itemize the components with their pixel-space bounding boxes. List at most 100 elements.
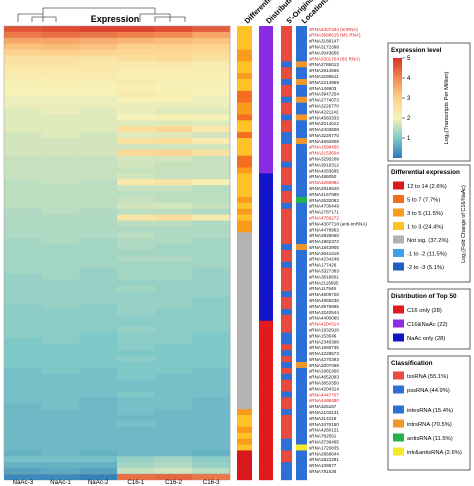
heatmap-cell	[154, 96, 193, 103]
differential-cell	[237, 37, 252, 44]
legend-label: pssRNA (44.9%)	[407, 388, 450, 394]
heatmap-cell	[41, 385, 80, 392]
heatmap-cell	[192, 120, 231, 127]
heatmap-cell	[4, 314, 42, 322]
heatmap-cell	[41, 403, 80, 410]
heatmap-cell	[154, 55, 193, 62]
heatmap-cell	[4, 37, 42, 44]
row-label: sRNA4283695	[309, 168, 339, 173]
origins-cell	[281, 385, 292, 392]
heatmap-cell	[4, 120, 42, 127]
differential-cell	[237, 397, 252, 404]
locations-cell	[296, 415, 307, 422]
heatmap-cell	[154, 149, 193, 156]
heatmap-cell	[117, 220, 155, 227]
row-label: sRNA782561	[309, 434, 337, 439]
differential-cell	[237, 456, 252, 463]
legend-label: 3 to 5 (11.5%)	[407, 211, 443, 217]
heatmap-cell	[4, 403, 42, 410]
heatmap-cell	[117, 49, 155, 56]
heatmap-cell	[41, 55, 80, 62]
heatmap-cell	[117, 31, 155, 39]
heatmap-cell	[154, 409, 193, 416]
heatmap-cell	[79, 90, 118, 98]
heatmap-cell	[117, 196, 155, 204]
heatmap-cell	[41, 367, 80, 375]
heatmap-cell	[117, 326, 155, 333]
heatmap-cell	[79, 444, 118, 451]
heatmap-cell	[41, 356, 80, 363]
row-label: sRNA3188147	[309, 39, 339, 44]
row-label: sRNA2632062	[309, 198, 339, 203]
distribution-cell	[259, 255, 273, 263]
heatmap-cell	[154, 238, 193, 245]
distribution-cell	[259, 37, 273, 44]
differential-cell	[237, 409, 252, 416]
heatmap-cell	[192, 432, 231, 439]
heatmap-cell	[154, 61, 193, 68]
row-label: sRNA2346398	[309, 339, 339, 344]
origins-cell	[281, 214, 292, 221]
heatmap-cell	[192, 291, 231, 298]
legend-label: -2 to -3 (5.1%)	[407, 265, 444, 271]
heatmap-cell	[154, 297, 193, 304]
heatmap-cell	[192, 114, 231, 121]
differential-cell	[237, 367, 252, 375]
heatmap-cell	[41, 196, 80, 204]
distribution-cell	[259, 314, 273, 322]
distribution-cell	[259, 96, 273, 103]
distribution-cell	[259, 432, 273, 439]
distribution-cell	[259, 450, 273, 457]
heatmap-cell	[154, 344, 193, 351]
distribution-cell	[259, 297, 273, 304]
origins-cell	[281, 415, 292, 422]
heatmap-cell	[154, 114, 193, 121]
heatmap-cell	[154, 332, 193, 339]
row-label: sRNA3226770	[309, 103, 339, 108]
differential-cell	[237, 90, 252, 98]
heatmap-cell	[41, 238, 80, 245]
row-label: sRNA2868644	[309, 451, 339, 456]
differential-cell	[237, 468, 252, 475]
differential-cell	[237, 362, 252, 369]
heatmap-cell	[41, 391, 80, 398]
distribution-cell	[259, 250, 273, 257]
heatmap-cell	[41, 285, 80, 292]
heatmap-cell	[192, 173, 231, 180]
origins-cell	[281, 474, 292, 481]
column-label: C16-1	[127, 479, 144, 486]
heatmap-cell	[154, 191, 193, 198]
expression-scale-label: Log₂(Transcripts Per Million)	[444, 71, 450, 144]
heatmap-cell	[41, 314, 80, 322]
origins-cell	[281, 462, 292, 469]
heatmap-cell	[41, 432, 80, 439]
heatmap-cell	[41, 220, 80, 227]
heatmap-cell	[117, 102, 155, 109]
row-label: sRNA4400060	[309, 316, 339, 321]
heatmap-cell	[41, 332, 80, 339]
heatmap-cell	[79, 456, 118, 463]
legend-swatch	[393, 333, 404, 342]
differential-cell	[237, 202, 252, 210]
legend-label: -1 to -2 (11.5%)	[407, 252, 447, 258]
heatmap-cell	[117, 26, 155, 33]
origins-cell	[281, 350, 292, 357]
origins-cell	[281, 232, 292, 239]
heatmap-cell	[192, 468, 231, 475]
locations-cell	[296, 450, 307, 457]
origins-cell	[281, 344, 292, 351]
heatmap-cell	[79, 244, 118, 251]
heatmap-cell	[117, 161, 155, 168]
heatmap-cell	[192, 55, 231, 62]
distribution-cell	[259, 55, 273, 62]
heatmap-cell	[117, 303, 155, 310]
locations-cell	[296, 267, 307, 274]
row-label: sRNA1843905	[309, 245, 339, 250]
row-label: sRNA3736465	[309, 439, 339, 444]
heatmap-cell	[192, 90, 231, 98]
heatmap-cell	[79, 379, 118, 386]
heatmap-cell	[4, 255, 42, 263]
origins-cell	[281, 362, 292, 369]
heatmap-cell	[192, 149, 231, 156]
